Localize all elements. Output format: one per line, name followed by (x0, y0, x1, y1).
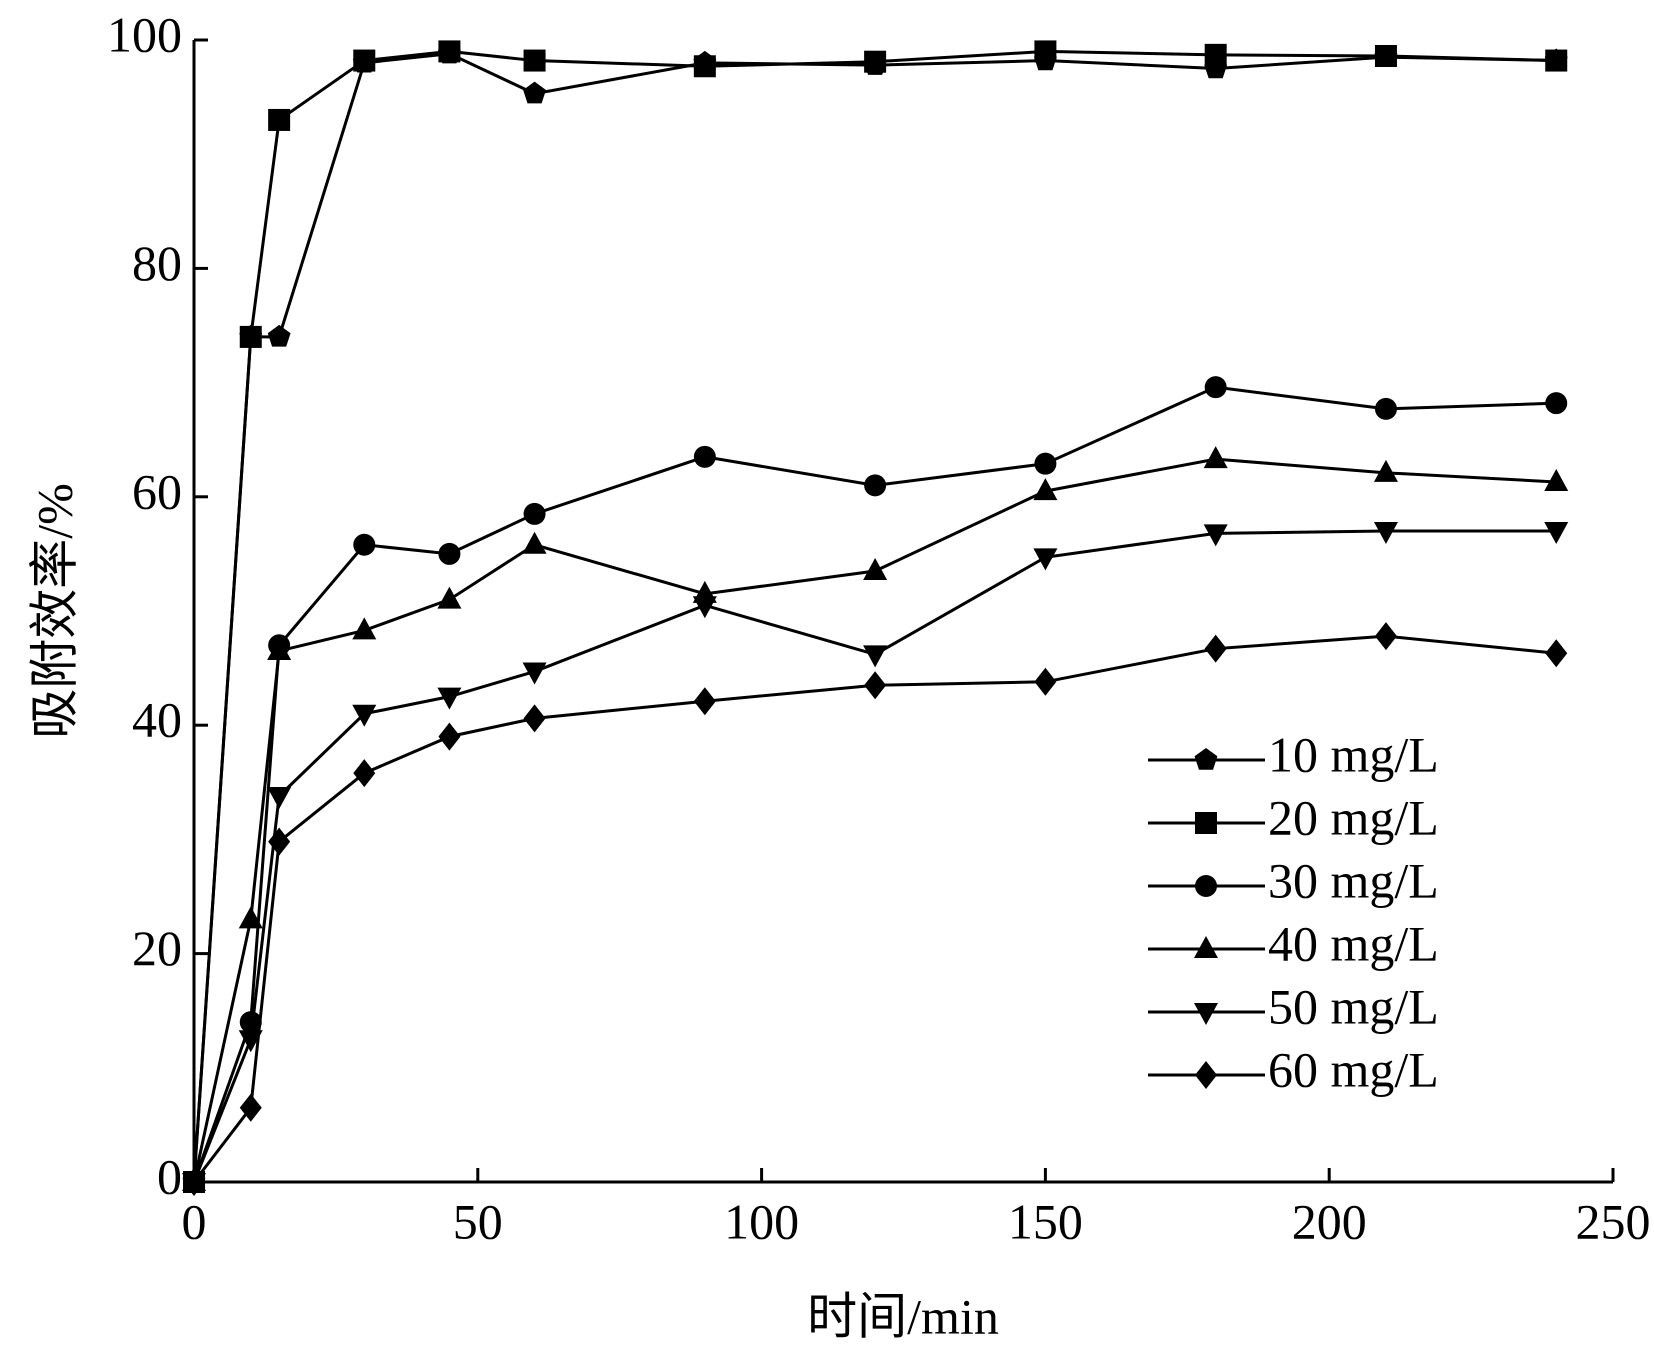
marker (1373, 522, 1398, 545)
marker (1374, 622, 1397, 651)
series-line (192, 457, 1557, 1183)
marker (1033, 478, 1058, 501)
marker (239, 1011, 262, 1034)
x-tick-label: 100 (724, 1193, 799, 1249)
marker (238, 1030, 263, 1053)
x-tick-label: 50 (453, 1193, 503, 1249)
marker (438, 542, 461, 565)
marker (863, 558, 888, 581)
legend-text: 50 mg/L (1268, 978, 1439, 1034)
marker (1373, 459, 1398, 482)
x-tick-label: 150 (1008, 1193, 1083, 1249)
marker (438, 722, 461, 751)
x-tick-label: 0 (182, 1193, 207, 1249)
marker (1203, 524, 1228, 547)
marker (1544, 468, 1569, 491)
marker (692, 596, 717, 619)
marker (522, 662, 547, 685)
marker (863, 645, 888, 668)
marker (1545, 639, 1568, 668)
marker (352, 704, 377, 727)
marker (239, 1093, 262, 1122)
marker (693, 445, 716, 468)
marker (239, 325, 262, 348)
legend-text: 40 mg/L (1268, 915, 1439, 971)
x-tick-label: 200 (1292, 1193, 1367, 1249)
marker (437, 586, 462, 609)
marker (864, 474, 887, 497)
marker (1034, 667, 1057, 696)
marker (267, 637, 292, 660)
marker (523, 49, 546, 72)
marker (1034, 40, 1057, 63)
marker (523, 704, 546, 733)
marker (1374, 397, 1397, 420)
marker (522, 531, 547, 554)
marker (268, 827, 291, 856)
y-tick-label: 100 (107, 6, 182, 62)
legend-text: 20 mg/L (1268, 789, 1439, 845)
marker (352, 617, 377, 640)
marker (1204, 634, 1227, 663)
legend-marker (1195, 1061, 1217, 1089)
marker (238, 906, 263, 929)
marker (1034, 452, 1057, 475)
marker (693, 55, 716, 78)
legend-marker (1195, 875, 1217, 897)
y-tick-label: 20 (132, 920, 182, 976)
legend-marker (1194, 748, 1218, 770)
series-line (192, 49, 1557, 1183)
legend-text: 60 mg/L (1268, 1041, 1439, 1097)
series-line (192, 634, 1557, 1183)
marker (1204, 43, 1227, 66)
legend-marker (1194, 936, 1218, 958)
marker (1203, 446, 1228, 469)
marker (1544, 522, 1569, 545)
legend-text: 30 mg/L (1268, 852, 1439, 908)
marker (1204, 376, 1227, 399)
legend-text: 10 mg/L (1268, 726, 1439, 782)
marker (267, 324, 291, 347)
x-axis-title: 时间/min (807, 1288, 999, 1344)
marker (268, 108, 291, 131)
marker (1545, 49, 1568, 72)
marker (267, 787, 292, 810)
marker (183, 1168, 205, 1196)
marker (864, 671, 887, 700)
marker (864, 50, 887, 73)
marker (353, 533, 376, 556)
marker (437, 687, 462, 710)
y-tick-label: 0 (157, 1148, 182, 1204)
legend-marker (1194, 1003, 1218, 1025)
marker (1374, 44, 1397, 67)
x-tick-label: 250 (1576, 1193, 1651, 1249)
y-tick-label: 40 (132, 692, 182, 748)
marker (438, 40, 461, 63)
y-tick-label: 80 (132, 235, 182, 291)
marker (1545, 392, 1568, 415)
marker (523, 502, 546, 525)
marker (1033, 548, 1058, 571)
marker (353, 49, 376, 72)
y-tick-label: 60 (132, 463, 182, 519)
y-axis-title: 吸附效率/% (26, 483, 82, 739)
marker (693, 687, 716, 716)
legend-marker (1195, 812, 1217, 834)
marker (353, 759, 376, 788)
marker (523, 81, 546, 104)
